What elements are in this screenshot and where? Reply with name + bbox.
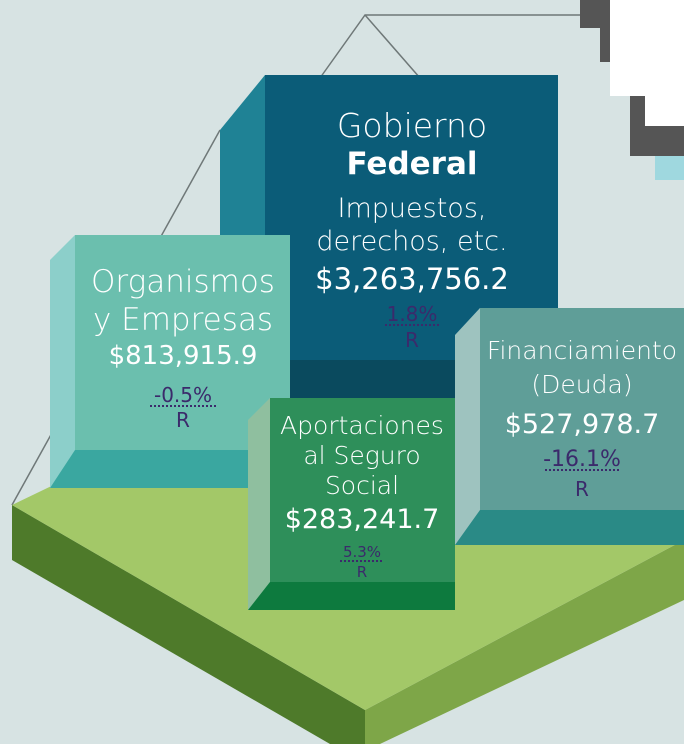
label: Social <box>325 471 399 500</box>
label: al Seguro <box>303 441 420 470</box>
change: 5.3% <box>343 543 381 561</box>
change: -0.5% <box>154 383 212 407</box>
amount: $283,241.7 <box>285 504 440 535</box>
label: (Deuda) <box>531 370 632 399</box>
amount: $527,978.7 <box>505 409 660 440</box>
label: y Empresas <box>93 302 273 338</box>
amount: $813,915.9 <box>109 341 258 371</box>
flag: R <box>405 328 419 352</box>
flag: R <box>575 477 589 501</box>
block-financiamiento <box>455 308 684 545</box>
label: Federal <box>347 146 478 182</box>
change: -16.1% <box>543 447 621 472</box>
amount: $3,263,756.2 <box>315 262 509 296</box>
block-aportaciones <box>248 398 455 610</box>
flag: R <box>357 563 367 581</box>
label: Impuestos, <box>338 193 487 224</box>
pixel-icon <box>580 0 684 180</box>
label: derechos, etc. <box>316 226 507 257</box>
label: Organismos <box>91 264 275 300</box>
change: 1.8% <box>387 302 438 326</box>
flag: R <box>176 408 190 432</box>
label: Gobierno <box>337 106 487 145</box>
label: Financiamiento <box>487 336 677 365</box>
label: Aportaciones <box>280 411 444 440</box>
